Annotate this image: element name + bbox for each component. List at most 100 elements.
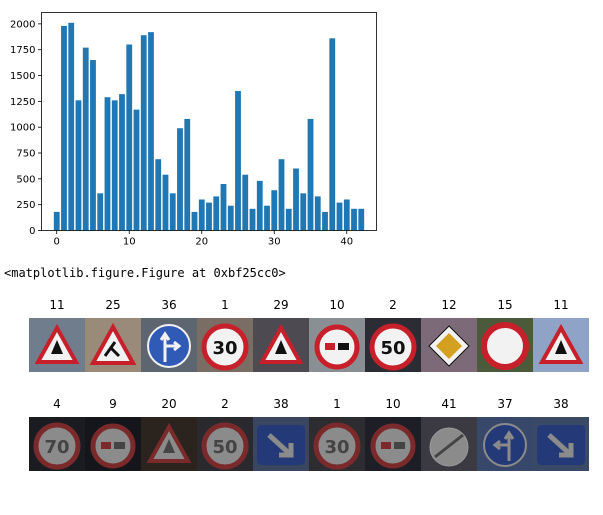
bar-class-26	[242, 174, 249, 231]
bar-class-27	[249, 208, 256, 231]
sample-class-label: 1	[221, 298, 229, 312]
red-triangle-warning-sign-icon	[253, 318, 309, 372]
blue-straight-or-left-sign-icon	[477, 417, 533, 471]
svg-text:30: 30	[324, 437, 349, 458]
bar-class-18	[184, 118, 191, 231]
bar-class-34	[300, 193, 307, 231]
bar-class-31	[278, 159, 285, 231]
sample-class-label: 15	[497, 298, 513, 312]
sample-class-label: 2	[221, 397, 229, 411]
bar-class-35	[307, 118, 314, 231]
axes-frame	[41, 12, 377, 231]
x-tick-label: 0	[54, 237, 60, 248]
bar-class-12	[140, 35, 147, 231]
bar-class-3	[75, 100, 82, 231]
y-axis-ticks: 0 250 500 750 1000 1250 1500 1750 2000	[10, 19, 42, 237]
x-tick-label: 10	[123, 237, 136, 248]
bar-class-25	[235, 91, 241, 231]
sample-class-label: 12	[441, 298, 457, 312]
bar-class-14	[155, 159, 162, 231]
bar-class-19	[191, 211, 198, 231]
bar-class-36	[314, 196, 321, 231]
y-tick-label: 1000	[10, 123, 35, 134]
bar-class-1	[61, 25, 67, 231]
speed-limit-50-sign-icon: 50	[365, 318, 421, 372]
y-tick-label: 500	[16, 174, 35, 185]
bar-class-8	[111, 100, 118, 231]
blue-straight-or-right-sign-icon	[141, 318, 197, 372]
sample-class-label: 20	[161, 397, 177, 411]
keep-right-sign-icon	[253, 417, 309, 471]
sample-class-label: 1	[333, 397, 341, 411]
bar-class-4	[82, 47, 89, 231]
x-tick-label: 40	[340, 237, 353, 248]
bar-class-6	[97, 193, 104, 231]
svg-text:30: 30	[212, 338, 237, 359]
y-tick-label: 1750	[10, 45, 35, 56]
keep-right-sign-icon	[533, 417, 589, 471]
roadworks-triangle-sign-icon	[85, 318, 141, 372]
bar-class-7	[104, 97, 111, 231]
sample-class-label: 10	[329, 298, 345, 312]
bar-class-16	[169, 193, 176, 231]
no-overtaking-trucks-sign-icon	[309, 318, 365, 372]
bar-class-21	[206, 202, 212, 231]
y-tick-label: 750	[16, 149, 35, 160]
bar-class-29	[264, 205, 270, 231]
svg-text:50: 50	[212, 437, 237, 458]
sample-class-label: 36	[161, 298, 177, 312]
bar-class-41	[351, 208, 357, 231]
no-overtaking-sign-icon	[85, 417, 141, 471]
x-tick-label: 20	[195, 237, 208, 248]
bar-class-32	[285, 208, 292, 231]
bar-class-30	[271, 190, 278, 231]
bar-class-0	[53, 211, 60, 231]
x-tick-label: 30	[268, 237, 281, 248]
red-triangle-warning-sign-icon	[29, 318, 85, 372]
speed-limit-70-sign-icon: 70	[29, 417, 85, 471]
sample-class-label: 4	[53, 397, 61, 411]
bar-class-42	[358, 208, 365, 231]
priority-road-sign-icon	[421, 318, 477, 372]
speed-limit-30-sign-icon: 30	[197, 318, 253, 372]
bar-class-17	[177, 128, 183, 231]
speed-limit-30-sign-icon: 30	[309, 417, 365, 471]
speed-limit-50-sign-icon: 50	[197, 417, 253, 471]
sample-class-label: 10	[385, 397, 401, 411]
svg-text:50: 50	[380, 338, 405, 359]
bar-class-20	[198, 199, 205, 231]
y-tick-label: 0	[29, 226, 35, 237]
bar-class-40	[343, 199, 350, 231]
bar-class-2	[68, 22, 75, 231]
sample-class-label: 11	[553, 298, 569, 312]
y-tick-label: 2000	[10, 19, 35, 30]
svg-text:70: 70	[44, 437, 69, 458]
end-of-no-overtaking-sign-icon	[421, 417, 477, 471]
sample-class-label: 38	[553, 397, 569, 411]
bar-class-24	[227, 205, 234, 231]
bar-group	[53, 22, 365, 231]
sample-class-label: 37	[497, 397, 513, 411]
bar-class-28	[256, 180, 263, 231]
y-tick-label: 1250	[10, 97, 35, 108]
bar-class-11	[133, 109, 140, 231]
bar-class-9	[119, 94, 125, 231]
bar-class-23	[220, 184, 227, 231]
no-vehicles-sign-icon	[477, 318, 533, 372]
y-tick-label: 250	[16, 200, 35, 211]
bar-class-38	[329, 38, 336, 231]
bar-class-13	[148, 32, 154, 231]
red-triangle-warning-sign-icon	[533, 318, 589, 372]
x-axis-ticks: 0 10 20 30 40	[54, 230, 353, 248]
bar-class-33	[293, 168, 299, 231]
sample-class-label: 11	[49, 298, 65, 312]
y-tick-label: 1500	[10, 71, 35, 82]
bar-class-10	[126, 44, 133, 231]
bar-class-22	[213, 196, 220, 231]
figure-repr-output: <matplotlib.figure.Figure at 0xbf25cc0>	[4, 266, 286, 280]
bar-class-5	[90, 60, 96, 231]
sample-class-label: 29	[273, 298, 289, 312]
no-overtaking-trucks-sign-icon	[365, 417, 421, 471]
bar-class-37	[322, 211, 328, 231]
bar-class-15	[162, 174, 169, 231]
